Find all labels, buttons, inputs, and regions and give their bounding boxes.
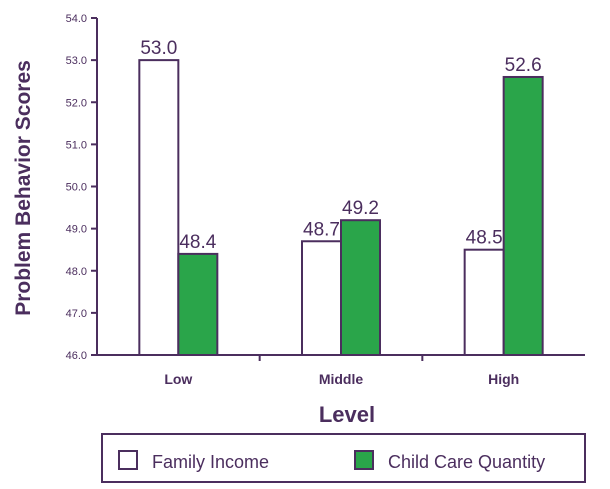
y-axis-label: Problem Behavior Scores [12,60,35,316]
bar-family-income-middle [301,240,342,356]
y-axis-ticks: 46.0 47.0 48.0 49.0 50.0 51.0 52.0 53.0 54.0 [66,13,97,362]
bar-child-care-quantity-middle [340,219,381,356]
legend-swatch-family-income [118,450,138,470]
legend: Family Income Child Care Quantity [101,433,586,483]
x-tick-label: Middle [319,371,364,387]
y-tick-label: 51.0 [66,139,87,151]
legend-label-family-income: Family Income [152,452,269,472]
x-axis-label: Level [319,402,375,427]
x-axis-ticks: Low Middle High [164,355,519,387]
data-label: 48.4 [179,232,216,253]
y-tick-label: 50.0 [66,182,87,194]
y-tick-label: 47.0 [66,308,87,320]
y-tick-label: 49.0 [66,224,87,236]
bar-family-income-low [138,59,180,356]
y-tick-label: 53.0 [66,55,87,67]
bars-group [138,59,544,356]
data-label: 52.6 [505,55,542,76]
data-label: 53.0 [140,38,177,59]
data-labels-group: 53.0 48.4 48.749.2 48.5 52.6 [140,38,541,253]
legend-swatch-child-care-quantity [354,450,374,470]
x-tick-label: High [488,371,519,387]
data-label: 49.2 [342,198,379,219]
data-label: 48.7 [303,219,340,240]
bar-child-care-quantity-high [502,75,544,356]
bar-child-care-quantity-low [177,252,219,356]
legend-label-child-care-quantity: Child Care Quantity [388,452,545,472]
y-tick-label: 52.0 [66,97,87,109]
y-tick-label: 46.0 [66,350,87,362]
data-label: 48.5 [466,228,503,249]
x-tick-label: Low [164,371,192,387]
bar-family-income-high [463,248,505,356]
y-tick-label: 54.0 [66,13,87,25]
y-tick-label: 48.0 [66,266,87,278]
legend-frame [101,433,586,483]
